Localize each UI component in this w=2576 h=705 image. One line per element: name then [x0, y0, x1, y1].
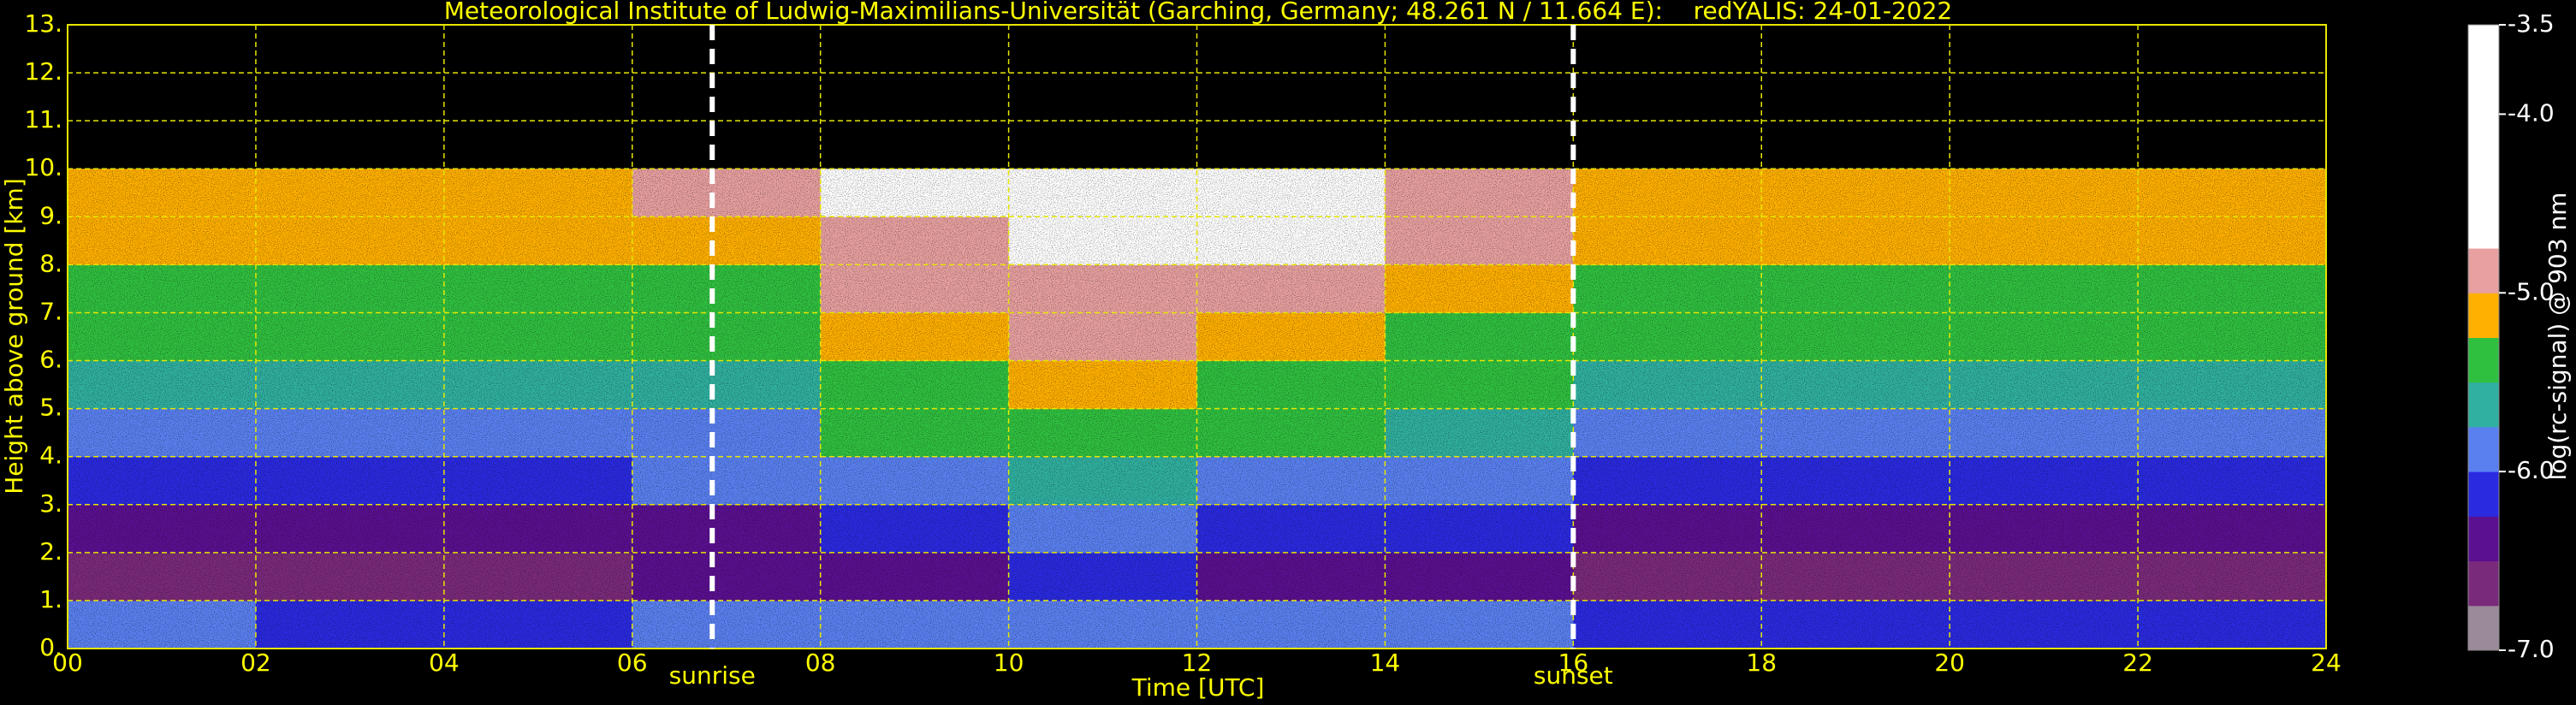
x-tick-label: 16 [1558, 649, 1589, 677]
x-axis-label: Time [UTC] [1131, 673, 1265, 702]
colorbar-segment [2468, 560, 2499, 607]
x-tick-label: 18 [1746, 649, 1777, 677]
colorbar-tick-label: -7.0 [2508, 635, 2555, 663]
y-tick-label: 8. [39, 249, 62, 277]
y-tick-label: 13. [24, 9, 62, 38]
colorbar-segment [2468, 382, 2499, 428]
colorbar-segment [2468, 516, 2499, 562]
colorbar-segment [2468, 605, 2499, 651]
colorbar-segment [2468, 471, 2499, 517]
x-tick-label: 20 [1934, 649, 1965, 677]
x-tick-label: 08 [805, 649, 836, 677]
x-tick-label: 14 [1370, 649, 1401, 677]
y-tick-label: 3. [39, 489, 62, 518]
colorbar-label: log(rc-signal) @ 903 nm [2543, 193, 2572, 481]
colorbar-segment [2468, 337, 2499, 383]
colorbar-segment [2468, 426, 2499, 472]
y-tick-label: 12. [24, 57, 62, 86]
colorbar-segment [2468, 25, 2499, 70]
plot-frame [67, 24, 2327, 649]
colorbar-segment [2468, 293, 2499, 338]
x-tick-label: 00 [52, 649, 83, 677]
y-tick-label: 11. [24, 105, 62, 133]
y-tick-label: 4. [39, 441, 62, 470]
colorbar-tick-label: -4.0 [2508, 98, 2555, 127]
colorbar-tick-label: -5.0 [2508, 277, 2555, 305]
colorbar-segment [2468, 69, 2499, 115]
colorbar-segment [2468, 114, 2499, 160]
x-tick-label: 02 [240, 649, 271, 677]
x-tick-label: 22 [2122, 649, 2153, 677]
y-tick-label: 5. [39, 394, 62, 422]
colorbar-segment [2468, 158, 2499, 204]
y-tick-label: 2. [39, 537, 62, 566]
colorbar-segment [2468, 203, 2499, 249]
y-tick-label: 7. [39, 297, 62, 325]
x-tick-label: 06 [617, 649, 648, 677]
colorbar-segment [2468, 248, 2499, 293]
annotation-label: sunset [1534, 661, 1613, 690]
y-tick-label: 6. [39, 346, 62, 374]
axes: 0. 1. 2. 3. 4. 5. 6. 7. 8. 9. 10. 11. 12. 13. 00 02 04 06… [24, 9, 2554, 690]
y-tick-label: 0. [39, 633, 62, 661]
chart-title: Meteorological Institute of Ludwig-Maxim… [444, 0, 1952, 25]
x-tick-label: 12 [1182, 649, 1213, 677]
y-axis-label: Height above ground [km] [0, 178, 28, 495]
colorbar-tick-label: -6.0 [2508, 456, 2555, 484]
y-tick-label: 1. [39, 585, 62, 613]
annotation-label: sunrise [669, 661, 756, 690]
y-tick-label: 9. [39, 201, 62, 229]
colorbar-frame [2467, 24, 2500, 651]
colorbar-tick-label: -3.5 [2508, 9, 2555, 38]
x-tick-label: 10 [994, 649, 1024, 677]
y-tick-label: 10. [24, 153, 62, 181]
x-tick-label: 04 [429, 649, 460, 677]
x-tick-label: 24 [2311, 649, 2342, 677]
